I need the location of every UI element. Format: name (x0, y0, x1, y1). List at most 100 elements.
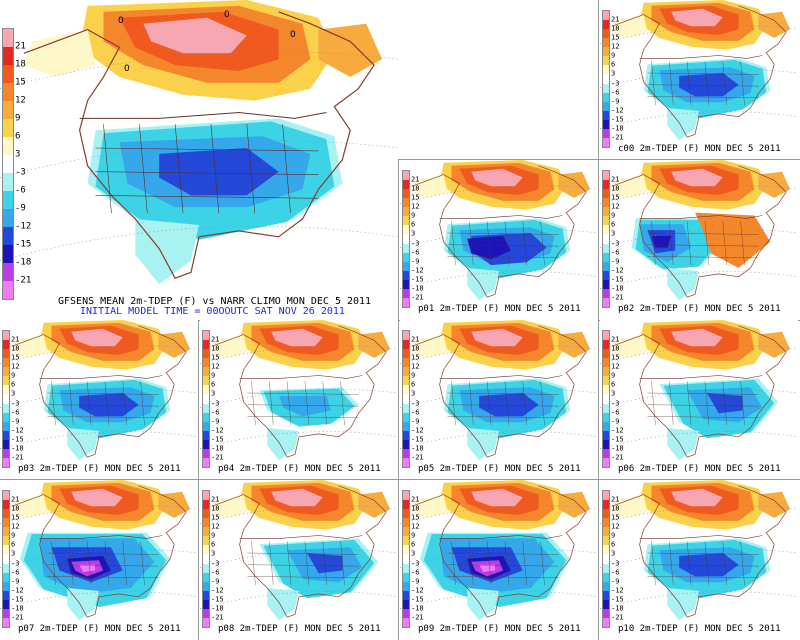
member-legend-swatch: 18 (403, 180, 419, 192)
member-legend-swatch: -18 (203, 599, 224, 612)
member-legend-swatch: -15 (403, 590, 424, 603)
graticule-line (200, 389, 398, 408)
graticule-line (600, 69, 798, 88)
member-legend-label: -12 (411, 586, 424, 595)
member-legend-swatch: 15 (403, 189, 419, 201)
member-legend-label: -3 (411, 399, 420, 407)
member-legend-label: 9 (411, 211, 416, 220)
member-panel-p06: 21 18 15 12 9 6 3 -3 -6 -9 -12 -15 -18 -21 p06 2m-TDEP… (600, 320, 798, 479)
member-legend-label: 12 (11, 522, 20, 531)
member-legend-swatch: -21 (203, 608, 224, 621)
member-legend-label: 6 (611, 380, 616, 389)
member-legend-label: -6 (411, 248, 420, 257)
member-legend-swatch: -21 (3, 608, 24, 621)
coastline (11, 325, 187, 458)
member-legend-swatch: 9 (203, 367, 215, 379)
graticule-line (600, 389, 798, 408)
member-legend-label: -15 (411, 435, 424, 444)
state-boundary (47, 552, 159, 555)
member-legend-swatch (3, 457, 9, 467)
member-legend-swatch: -15 (203, 590, 224, 603)
strong-warm-anomaly-region (671, 168, 723, 187)
member-legend-swatch: -18 (403, 439, 424, 452)
main-legend-label: -12 (15, 221, 32, 232)
member-legend-swatch: 21 (603, 491, 619, 503)
state-boundary (286, 381, 292, 426)
state-boundary (251, 381, 256, 426)
state-boundary (140, 381, 145, 426)
member-legend-label: -6 (411, 408, 420, 417)
greenland-warm-region (558, 491, 591, 518)
main-legend-swatch: 12 (3, 83, 26, 105)
state-boundary (247, 416, 359, 418)
member-legend-label: -9 (611, 97, 620, 106)
strong-warm-anomaly-region (271, 328, 323, 347)
zero-contour-label-3: 0 (124, 64, 130, 74)
graticule-line (400, 345, 598, 365)
member-legend-label: -18 (11, 444, 24, 453)
state-boundary (740, 221, 745, 266)
member-color-legend: 21 18 15 12 9 6 3 -3 -6 -9 -12 -15 -18 -21 (602, 10, 624, 148)
main-legend-label: -21 (15, 275, 32, 286)
member-legend-label: 12 (211, 362, 220, 371)
state-boundary (269, 381, 274, 426)
member-legend-swatch: -3 (403, 234, 419, 247)
mexico-region (135, 219, 199, 285)
member-caption: p02 2m-TDEP (F) MON DEC 5 2011 (618, 304, 781, 314)
member-legend-swatch: 18 (603, 20, 619, 32)
member-legend-label: 3 (411, 549, 416, 558)
member-legend-swatch: -18 (3, 599, 24, 612)
member-legend-label: -15 (611, 115, 624, 124)
graticule-line (200, 591, 398, 609)
us-canada-border (39, 535, 163, 539)
member-legend-label: -15 (211, 435, 224, 444)
main-legend-swatch: 18 (3, 47, 26, 69)
member-legend-swatch: -15 (603, 430, 624, 443)
state-boundary (647, 244, 759, 247)
member-legend-label: -9 (611, 577, 620, 586)
state-boundary (504, 221, 510, 266)
zero-contour-label-4: 0 (290, 30, 296, 40)
member-legend-label: -3 (411, 559, 420, 567)
main-legend-swatch: 9 (3, 101, 20, 123)
member-legend-label: 15 (11, 513, 20, 522)
strong-warm-anomaly-region (471, 168, 523, 187)
state-boundary (704, 221, 710, 266)
member-legend-swatch: 3 (403, 385, 415, 397)
member-legend-swatch: 18 (603, 500, 619, 512)
member-legend-label: 21 (11, 495, 20, 504)
state-boundary (247, 564, 359, 567)
member-panel-p02: 21 18 15 12 9 6 3 -3 -6 -9 -12 -15 -18 -21 p02 2m-TDEP… (600, 160, 798, 319)
member-legend-swatch: 12 (403, 198, 419, 210)
member-legend-label: 21 (611, 175, 620, 184)
graticule-line (600, 505, 798, 525)
member-legend-label: 15 (411, 193, 420, 202)
mexico-region (267, 588, 299, 621)
member-legend-swatch: -15 (203, 430, 224, 443)
member-legend-swatch: 12 (603, 518, 619, 530)
state-boundary (247, 552, 359, 555)
member-legend-swatch: -3 (403, 394, 419, 407)
graticule-line (600, 431, 798, 449)
main-legend-swatch (3, 281, 13, 299)
greenland-warm-region (758, 11, 791, 38)
member-legend-swatch: 15 (3, 509, 19, 521)
member-legend-swatch: 3 (203, 545, 215, 557)
main-legend-label: -3 (15, 167, 26, 178)
member-legend-label: 21 (411, 335, 420, 344)
member-legend-label: -3 (11, 399, 20, 407)
member-panel-p01: 21 18 15 12 9 6 3 -3 -6 -9 -12 -15 -18 -21 p01 2m-TDEP… (400, 160, 598, 319)
member-legend-label: -18 (611, 444, 624, 453)
main-legend-label: 12 (15, 95, 26, 106)
state-boundary (451, 221, 456, 266)
member-legend-swatch: -18 (403, 599, 424, 612)
alaska-region (611, 494, 648, 518)
alaska-region (411, 494, 448, 518)
member-legend-swatch: 12 (3, 518, 19, 530)
member-legend-label: 18 (411, 184, 420, 193)
member-color-legend: 21 18 15 12 9 6 3 -3 -6 -9 -12 -15 -18 -21 (2, 330, 24, 468)
member-legend-swatch: -6 (603, 403, 619, 416)
member-legend-label: -6 (11, 408, 20, 417)
main-legend-label: -18 (15, 257, 32, 268)
member-anomaly-map (600, 320, 798, 461)
